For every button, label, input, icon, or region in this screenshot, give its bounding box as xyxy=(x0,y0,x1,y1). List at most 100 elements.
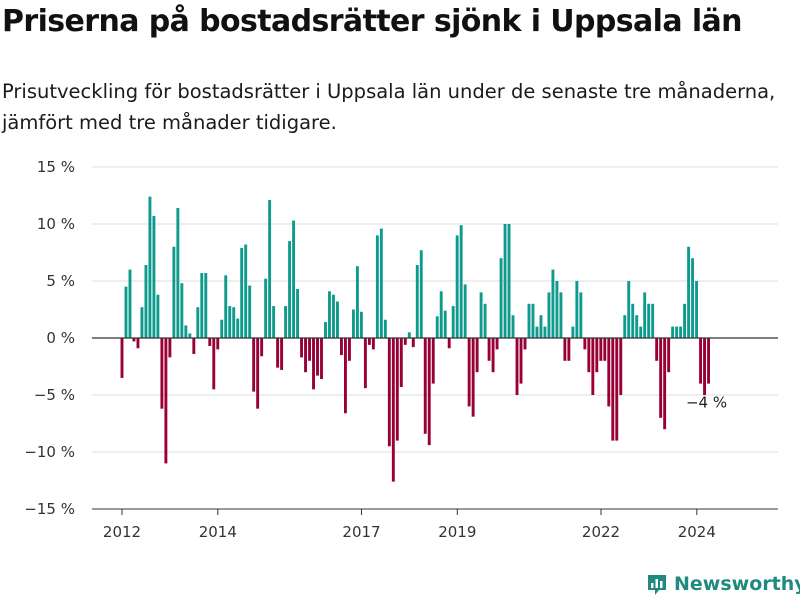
bar xyxy=(459,225,463,338)
bar xyxy=(551,269,555,338)
bar xyxy=(383,319,387,338)
bar xyxy=(375,235,379,338)
bar xyxy=(395,338,399,441)
bar xyxy=(355,266,359,338)
bar xyxy=(463,284,467,338)
bar xyxy=(391,338,395,482)
bar xyxy=(332,294,335,338)
bar xyxy=(655,338,659,361)
bar xyxy=(272,306,276,338)
bar xyxy=(152,216,156,338)
bar xyxy=(471,338,475,417)
bar xyxy=(320,338,323,380)
bar xyxy=(120,338,124,378)
bar xyxy=(651,303,655,338)
bar xyxy=(264,278,268,338)
bar xyxy=(188,333,192,338)
bar xyxy=(232,307,236,338)
bar xyxy=(423,338,427,434)
x-tick-label: 2014 xyxy=(199,523,237,541)
bar xyxy=(455,235,459,338)
bars-group xyxy=(120,196,710,482)
bar xyxy=(427,338,431,446)
bar xyxy=(491,338,495,373)
y-tick-label: −15 % xyxy=(24,500,75,518)
bar xyxy=(363,338,367,389)
bar xyxy=(579,292,583,338)
x-tick-label: 2022 xyxy=(582,523,620,541)
bar xyxy=(399,338,403,388)
bar xyxy=(599,338,603,361)
bar xyxy=(196,307,200,338)
bar xyxy=(224,275,228,338)
bar xyxy=(439,291,443,338)
bar xyxy=(671,326,675,338)
bar xyxy=(495,338,499,350)
bar xyxy=(591,338,595,395)
y-axis-ticks: 15 % 10 % 5 % 0 % −5 % −10 % −15 % xyxy=(24,158,75,518)
bar xyxy=(431,338,435,384)
bar xyxy=(228,306,232,338)
bar xyxy=(124,286,128,338)
chart-subtitle: Prisutveckling för bostadsrätter i Uppsa… xyxy=(2,80,776,134)
last-value-annotation: −4 % xyxy=(686,394,727,412)
bar xyxy=(164,338,168,464)
bar xyxy=(168,338,172,358)
bar xyxy=(503,224,507,338)
bar xyxy=(312,338,315,390)
bar xyxy=(643,292,647,338)
bar xyxy=(212,338,216,390)
bar xyxy=(631,303,635,338)
bar xyxy=(204,273,208,338)
bar xyxy=(280,338,284,370)
y-tick-label: −5 % xyxy=(34,386,75,404)
bar xyxy=(535,326,539,338)
y-tick-label: −10 % xyxy=(24,443,75,461)
bar xyxy=(220,319,224,338)
bar xyxy=(288,241,292,338)
bar xyxy=(627,281,631,338)
bar xyxy=(132,338,136,342)
bar xyxy=(635,315,639,338)
y-tick-label: 5 % xyxy=(46,272,75,290)
bar xyxy=(371,338,375,350)
bar xyxy=(611,338,615,441)
bar xyxy=(615,338,619,441)
bar xyxy=(176,208,180,338)
bar xyxy=(268,200,272,338)
bar xyxy=(184,325,188,338)
bar xyxy=(256,338,260,409)
bar xyxy=(695,281,699,338)
bar xyxy=(415,265,419,338)
bar xyxy=(691,258,695,338)
bar xyxy=(603,338,607,361)
bar xyxy=(260,338,264,357)
bar xyxy=(679,326,683,338)
bar xyxy=(479,292,483,338)
bar-chart-logo-icon xyxy=(648,575,666,595)
bar xyxy=(216,338,220,350)
bar xyxy=(667,338,671,373)
bar xyxy=(675,326,679,338)
bar xyxy=(435,316,439,338)
bar xyxy=(284,306,288,338)
bar xyxy=(499,258,503,338)
bar xyxy=(647,303,651,338)
bar xyxy=(304,338,307,373)
bar xyxy=(575,281,579,338)
bar xyxy=(148,196,152,338)
bar xyxy=(244,244,248,338)
bar xyxy=(308,338,311,361)
bar xyxy=(527,303,531,338)
bar xyxy=(447,338,451,349)
bar xyxy=(607,338,611,407)
bar xyxy=(347,338,351,361)
bar xyxy=(487,338,491,361)
bar xyxy=(559,292,563,338)
bar xyxy=(547,292,551,338)
bar xyxy=(543,326,547,338)
bar xyxy=(531,303,535,338)
bar xyxy=(443,310,447,338)
bar xyxy=(367,338,371,345)
bar xyxy=(248,285,252,338)
